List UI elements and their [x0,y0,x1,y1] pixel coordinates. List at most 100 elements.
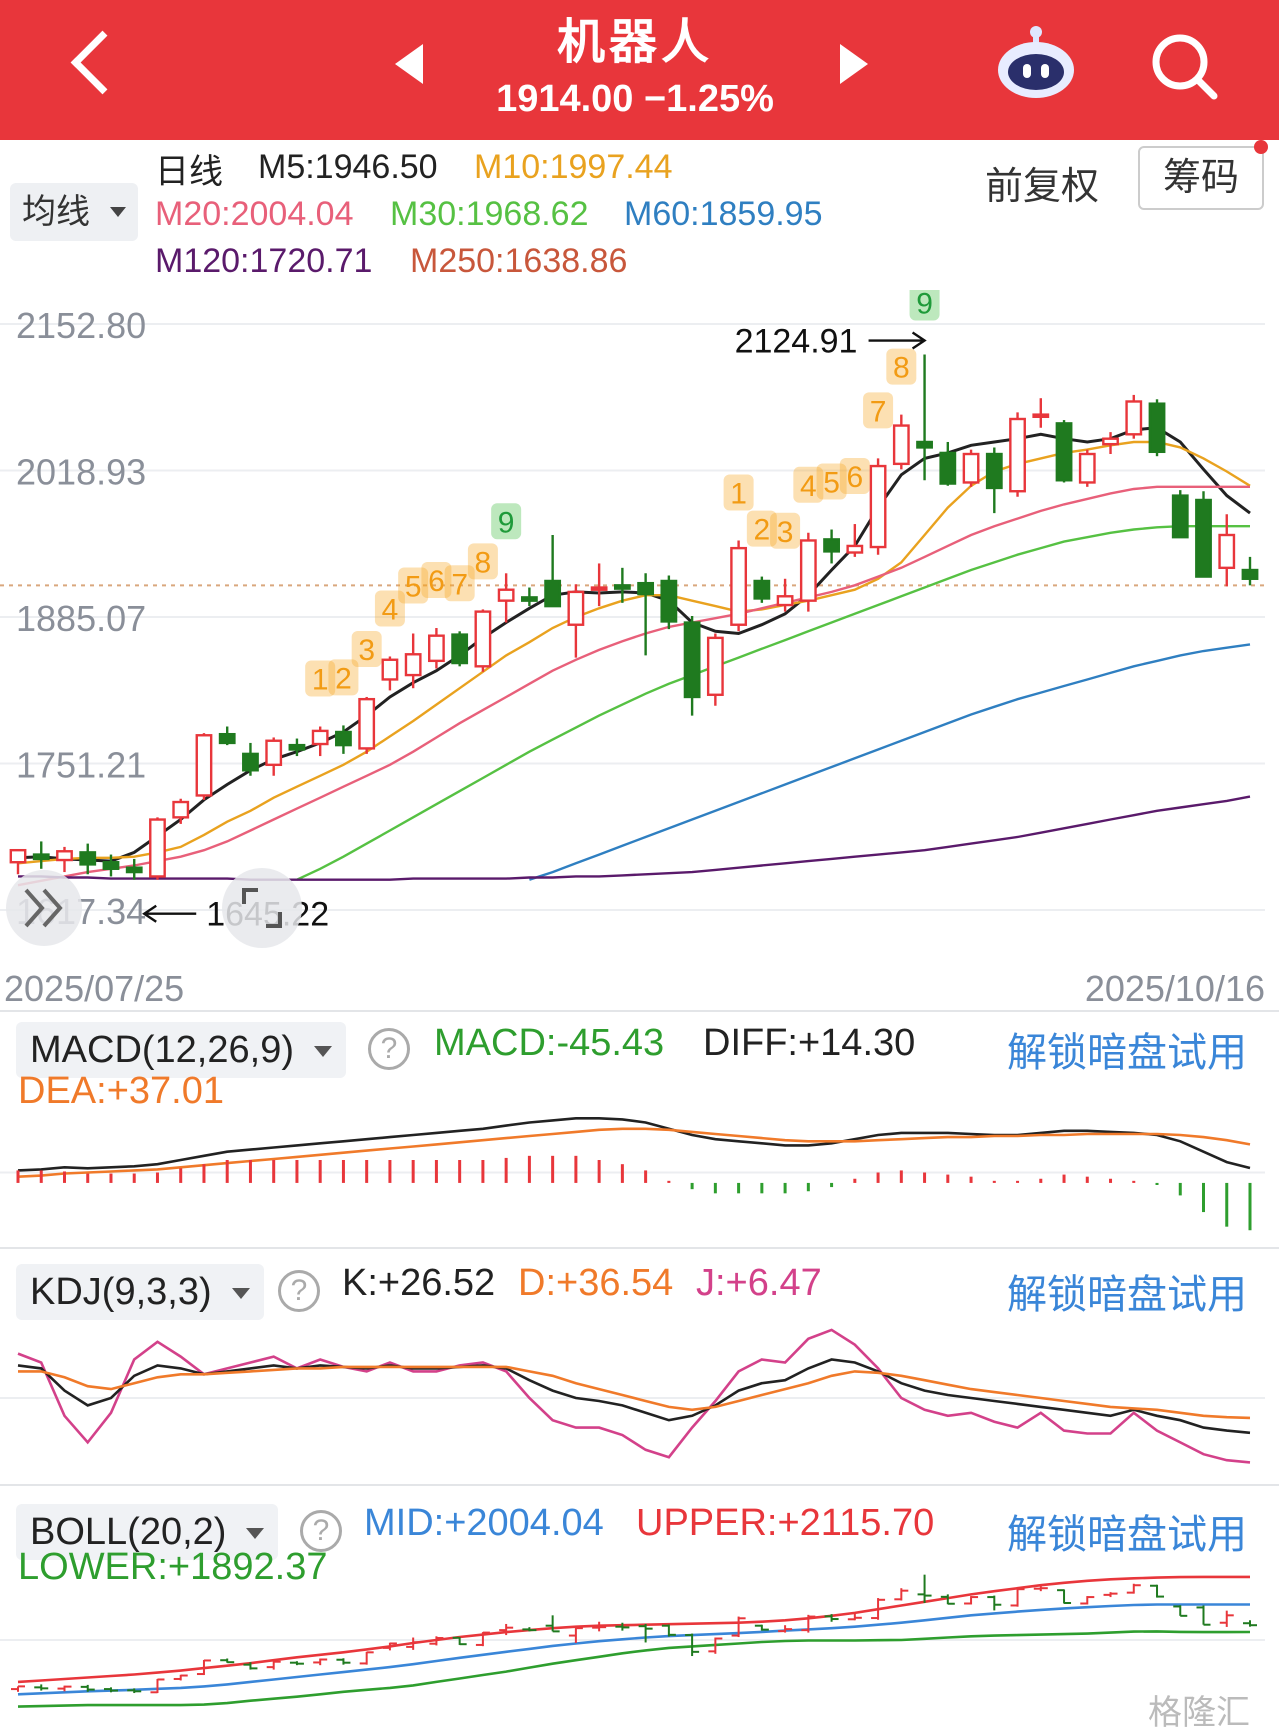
td-mark-label: 4 [800,470,817,503]
m120-line [18,795,1251,881]
unlock-trial-link[interactable]: 解锁暗盘试用 [1007,1030,1247,1076]
td-mark-label: 5 [823,467,840,500]
kdj-selector[interactable]: KDJ(9,3,3) [16,1264,264,1320]
ma60-value: M60:1859.95 [624,195,823,233]
y-axis-label: 2152.80 [16,305,146,346]
td-mark-bg [909,290,940,321]
chevron-left-icon[interactable] [62,28,122,98]
td-mark-bg [886,348,917,385]
price-change: 1914.00 −1.25% [496,78,774,120]
ma20-value: M20:2004.04 [155,195,354,233]
price-chart[interactable]: 2152.802018.931885.071751.211617.3412345… [0,290,1279,960]
td-mark-label: 4 [382,593,399,626]
kdj-chart[interactable] [0,1318,1279,1478]
unlock-trial-link[interactable]: 解锁暗盘试用 [1007,1512,1247,1558]
candle-body [56,850,73,862]
td-mark-bg [491,503,522,540]
m5-line [17,426,1251,863]
candle-body [939,451,957,485]
fullscreen-icon [242,888,282,928]
lower-value: LOWER:+1892.37 [18,1546,328,1588]
td-mark-label: 3 [777,516,794,549]
candle-body [79,851,97,866]
candle-body [916,440,933,449]
td-mark-label: 1 [730,477,747,510]
candle-body [335,730,352,747]
m10-line [17,440,1251,865]
unlock-trial-link[interactable]: 解锁暗盘试用 [1007,1272,1247,1318]
candle-body [706,636,724,696]
td-mark-bg [374,590,405,627]
period-label: 日线 [155,153,223,191]
macd-value: MACD:-45.43 [434,1022,665,1064]
upper-value: UPPER:+2115.70 [636,1502,935,1544]
ma120-value: M120:1720.71 [155,242,373,280]
date-start: 2025/07/25 [4,968,185,1009]
td-mark-label: 8 [893,352,910,385]
divider [0,1010,1279,1012]
candle-body [1171,494,1189,539]
td-mark-bg [816,463,847,500]
upper-line [17,1575,1250,1684]
td-mark-label: 5 [405,570,422,603]
adjust-button[interactable]: 前复权 [985,164,1100,208]
candle-body [1148,402,1166,454]
td-mark-bg [305,660,336,697]
m60-line [529,643,1251,881]
candle-body [776,595,794,607]
macd-header: MACD(12,26,9) ? MACD:-45.43 DIFF:+14.30 … [0,1018,1279,1118]
triangle-right-icon[interactable] [840,44,868,84]
candle-body [799,539,817,602]
td-mark-bg [444,565,475,602]
candle-body [1009,417,1026,493]
y-axis-label: 1751.21 [16,744,146,785]
ma250-value: M250:1638.86 [410,242,628,280]
candle-body [613,584,631,590]
macd-chart[interactable] [0,1100,1279,1245]
d-line [18,1365,1251,1420]
td-mark-label: 7 [451,568,468,601]
candle-body [311,729,329,746]
candle-body [32,853,50,861]
td-mark-bg [863,392,894,429]
mid-value: MID:+2004.04 [364,1502,604,1544]
search-icon[interactable] [1150,32,1220,102]
td-mark-label: 6 [428,565,445,598]
candle-body [381,658,399,681]
ma-legend: 均线 日线 M5:1946.50 M10:1997.44 M20:2004.04… [0,140,1279,290]
candle-body [683,621,701,699]
date-end: 2025/10/16 [1084,968,1265,1009]
low-arrow-icon [142,904,197,923]
watermark: 格隆汇 [1148,1693,1250,1733]
candle-body [195,734,213,797]
candle-body [9,848,27,864]
chips-button[interactable]: 筹码 [1138,146,1264,210]
divider [0,1484,1279,1486]
triangle-left-icon[interactable] [395,44,423,84]
ma-selector[interactable]: 均线 [10,183,138,241]
candle-body [544,579,562,608]
k-value: K:+26.52 [342,1262,496,1304]
chevron-down-icon [231,1288,250,1299]
macd-selector[interactable]: MACD(12,26,9) [16,1022,346,1078]
candle-body [823,538,840,553]
robot-assistant-icon[interactable] [995,24,1077,102]
question-icon[interactable]: ? [278,1270,320,1312]
lower-line [17,1630,1251,1708]
question-icon[interactable]: ? [368,1028,410,1070]
diff-value: DIFF:+14.30 [703,1022,916,1064]
candle-body [590,586,608,591]
candle-body [358,697,376,750]
boll-selector[interactable]: BOLL(20,2) [16,1504,279,1560]
candle-body [985,452,1003,490]
fullscreen-button [222,868,302,948]
boll-selector-label: BOLL(20,2) [30,1511,227,1553]
question-icon[interactable]: ? [300,1510,342,1552]
notification-dot [1254,140,1268,154]
boll-chart[interactable] [0,1560,1279,1720]
candle-body [1055,422,1073,482]
ma30-value: M30:1968.62 [390,195,589,233]
stock-title: 机器人 [556,14,713,70]
mid-line [17,1603,1250,1696]
